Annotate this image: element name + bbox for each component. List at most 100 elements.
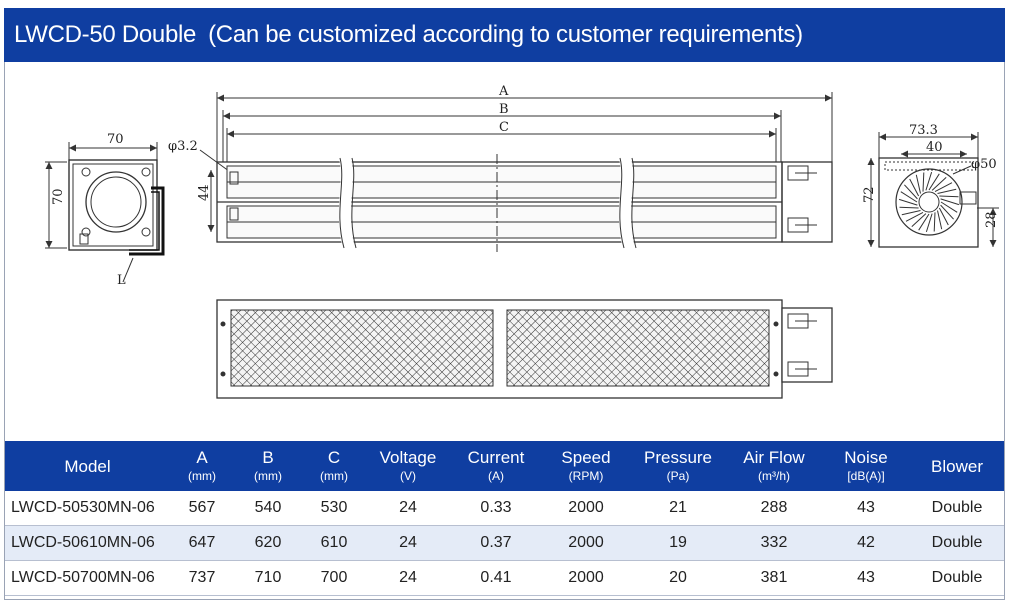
table-cell: 737 [170, 560, 234, 596]
column-header: Air Flow (m³/h) [726, 441, 822, 491]
left-width-label: 70 [107, 132, 124, 147]
front-dimension-lines [199, 92, 833, 232]
right-height-label: 72 [862, 186, 877, 203]
column-header-label: Noise [844, 448, 888, 467]
table-cell: 0.41 [450, 560, 542, 596]
table-cell: 700 [302, 560, 366, 596]
blade-line [931, 177, 947, 191]
bottom-view [216, 299, 833, 399]
left-side-view [45, 142, 165, 283]
blade-line [905, 211, 924, 222]
right-width-inner-label: 40 [926, 140, 943, 155]
column-header: C (mm) [302, 441, 366, 491]
blade-line [940, 204, 954, 220]
blade-line [909, 178, 920, 197]
table-cell: 19 [630, 525, 726, 561]
blade-line [940, 198, 960, 206]
hole-diameter-label: φ3.2 [168, 139, 198, 154]
blade-line [933, 212, 936, 232]
blade-line [938, 207, 949, 226]
table-row: LWCD-50530MN-06 567 540 530 24 0.33 2000 21 288 4… [5, 491, 1004, 526]
left-height-label: 70 [51, 188, 66, 205]
column-header-unit: (A) [488, 469, 504, 483]
column-header-label: Blower [931, 456, 983, 476]
dim-b-label: B [499, 102, 509, 117]
column-header-unit: [dB(A)] [847, 469, 885, 483]
model-cell: LWCD-50530MN-06 [5, 491, 170, 526]
column-header: Current (A) [450, 441, 542, 491]
column-header-unit: (mm) [320, 469, 348, 483]
column-header: Blower [910, 441, 1004, 491]
column-header-unit: (Pa) [666, 469, 690, 483]
column-header-label: Voltage [379, 448, 437, 467]
right-diameter-label: φ50 [971, 157, 997, 172]
blade-line [898, 198, 918, 206]
column-header: A (mm) [170, 441, 234, 491]
table-cell: 540 [234, 491, 302, 526]
front-height-label: 44 [197, 184, 212, 201]
table-cell: 43 [822, 491, 910, 526]
table-cell: 530 [302, 491, 366, 526]
blade-line [925, 171, 933, 191]
table-cell: 0.33 [450, 491, 542, 526]
blade-line [940, 201, 958, 213]
column-header: Voltage (V) [366, 441, 450, 491]
table-cell: 647 [170, 525, 234, 561]
right-side-view [867, 132, 999, 248]
column-header-unit: (V) [400, 469, 416, 483]
model-cell: LWCD-50610MN-06 [5, 525, 170, 561]
blade-line [901, 210, 921, 216]
right-offset-label: 28 [984, 211, 999, 228]
column-header: Noise [dB(A)] [822, 441, 910, 491]
blade-line [899, 206, 919, 209]
blade-line [928, 173, 940, 191]
table-body: LWCD-50530MN-06 567 540 530 24 0.33 2000 21 288 4… [5, 491, 1004, 596]
blade-line [934, 182, 953, 193]
column-header-label: A [196, 448, 208, 467]
front-view [216, 154, 833, 252]
blade-line [911, 213, 927, 227]
blade-line [904, 184, 918, 200]
column-header: Pressure (Pa) [630, 441, 726, 491]
table-row: LWCD-50700MN-06 737 710 700 24 0.41 2000 20 381 4… [5, 560, 1004, 596]
table-cell: 2000 [542, 491, 630, 526]
column-header-unit: (m³/h) [758, 469, 790, 483]
table-cell: 567 [170, 491, 234, 526]
blade-line [922, 172, 925, 192]
right-width-outer-label: 73.3 [909, 123, 938, 138]
table-cell: 332 [726, 525, 822, 561]
table-cell: 2000 [542, 560, 630, 596]
column-header: B (mm) [234, 441, 302, 491]
table-cell: 620 [234, 525, 302, 561]
table-header-row: Model A (mm) B (mm) C (mm) Voltage (V) Current (A)… [5, 441, 1004, 491]
table-cell: 288 [726, 491, 822, 526]
model-cell: LWCD-50700MN-06 [5, 560, 170, 596]
blade-line [937, 210, 943, 230]
table-cell: 24 [366, 491, 450, 526]
table-cell: Double [910, 560, 1004, 596]
title-bar: LWCD-50 Double (Can be customized accord… [4, 8, 1005, 62]
column-header: Model [5, 441, 170, 491]
column-header-unit: (mm) [188, 469, 216, 483]
table-cell: 381 [726, 560, 822, 596]
column-header-label: Speed [561, 448, 611, 467]
blade-line [937, 188, 957, 194]
table-cell: 21 [630, 491, 726, 526]
drawing-svg: 70 70 L A B C φ3.2 44 [45, 84, 999, 399]
blade-line [900, 191, 918, 203]
column-header-unit: (mm) [254, 469, 282, 483]
column-header-unit: (RPM) [568, 469, 604, 483]
title-note: (Can be customized according to customer… [208, 21, 803, 48]
specs-table: Model A (mm) B (mm) C (mm) Voltage (V) Current (A)… [5, 441, 1004, 596]
table-cell: Double [910, 491, 1004, 526]
blade-line [939, 195, 959, 198]
blade-line [925, 213, 933, 233]
blade-line [918, 213, 930, 231]
table-cell: 2000 [542, 525, 630, 561]
column-header-label: B [262, 448, 274, 467]
technical-drawing: 70 70 L A B C φ3.2 44 [5, 62, 1004, 440]
blade-line [915, 174, 921, 194]
table-cell: 710 [234, 560, 302, 596]
table-cell: 24 [366, 525, 450, 561]
table-cell: 24 [366, 560, 450, 596]
